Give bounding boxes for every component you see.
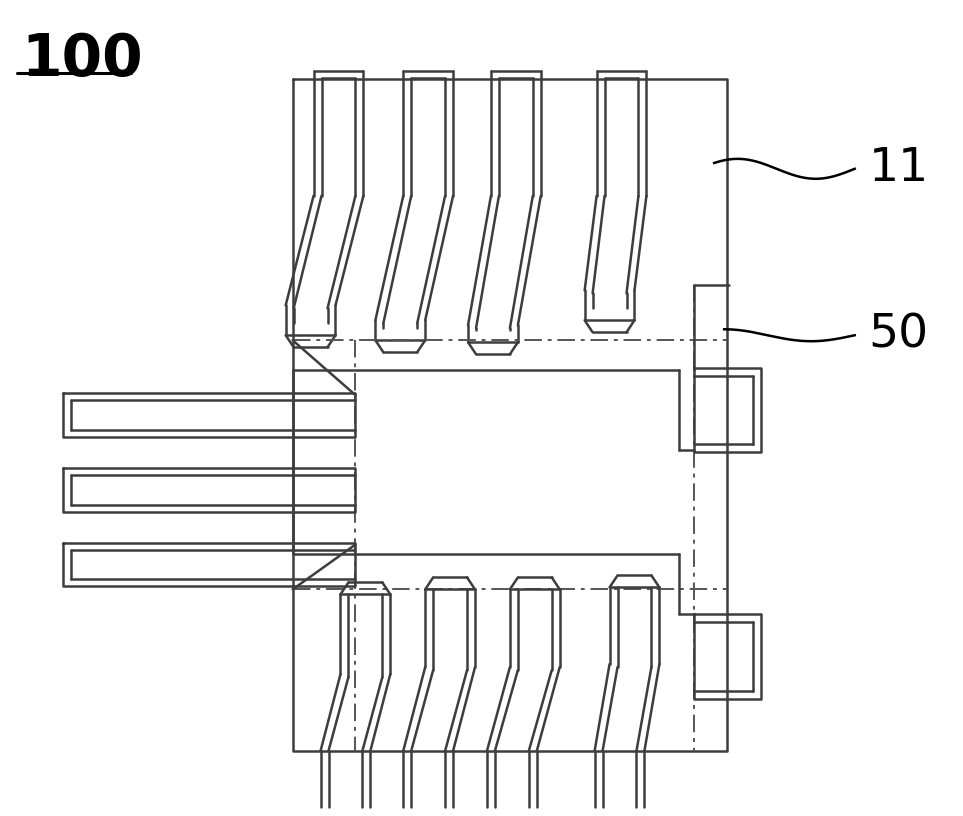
Text: 50: 50 bbox=[869, 313, 928, 357]
Text: 11: 11 bbox=[869, 146, 929, 191]
Text: 100: 100 bbox=[21, 31, 143, 88]
